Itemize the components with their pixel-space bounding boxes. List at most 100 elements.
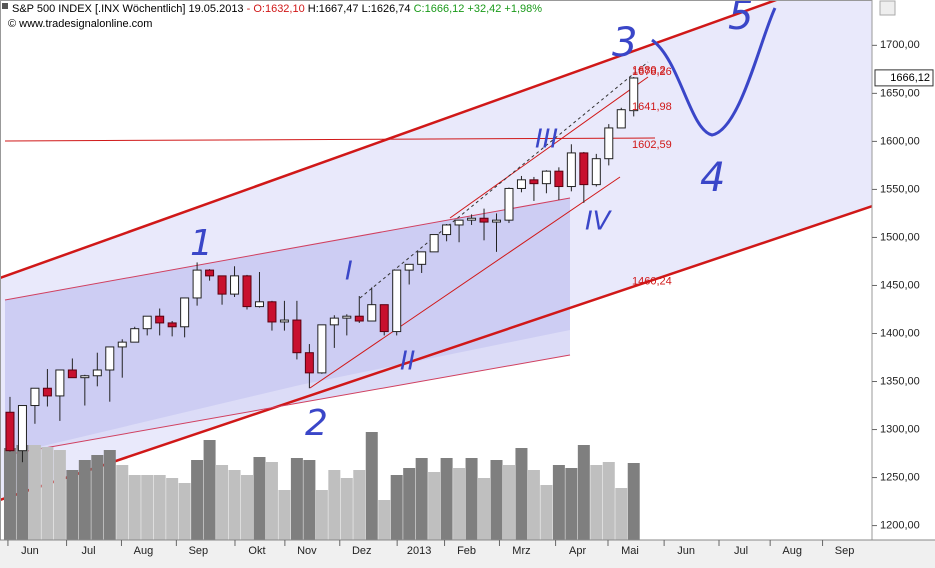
scroll-button[interactable] [879,0,896,16]
volume-bar [128,475,141,540]
volume-bar [340,478,353,540]
hand-annotation: I [345,257,353,287]
volume-bar [440,458,453,540]
candle-body [529,179,539,185]
hand-annotation: IV [585,207,613,237]
candle-body [492,219,502,223]
volume-bar [265,462,278,540]
hand-annotation: 5 [728,0,753,39]
inner-channel-core [5,198,570,455]
dashed-line [359,61,649,299]
candle-body [42,387,52,397]
candle-body [217,275,227,295]
candle-body [17,405,27,452]
channel-upper [0,0,780,280]
x-tick-label: Dez [352,545,372,557]
symbol: S&P 500 INDEX [.INX Wöchentlich] [12,3,185,15]
y-tick-label: 1550,00 [880,183,920,195]
candle-body [304,352,314,374]
candle-body [292,319,302,354]
candle-body [554,170,564,188]
inner-upper [4,197,571,301]
candle-body [479,217,489,223]
last-price-box [874,69,934,87]
x-tick-label: Mrz [512,545,530,557]
volume-bar [41,447,54,540]
hand-curve [651,7,777,137]
volume-bar [328,470,341,540]
hand-annotation: III [535,125,558,155]
volume-bar [253,457,266,540]
candle-body [5,411,15,452]
hand-annotation: 4 [700,155,725,201]
x-tick-label: 2013 [407,545,431,557]
candle-body [516,179,526,189]
candle-body [566,152,576,188]
x-tick-label: Jun [677,545,695,557]
inner-lower [4,354,571,456]
volume-bar [590,465,603,540]
candle-body [55,369,65,397]
source: © www.tradesignalonline.com [8,18,152,30]
candle-body [629,77,639,112]
volume-bar [153,475,166,540]
channel-lower [0,204,872,502]
volume-bar [278,490,291,540]
volume-bar [3,448,16,540]
volume-bar [478,478,491,540]
candle-body [579,152,589,186]
candle-body [167,322,177,328]
candle-body [329,317,339,326]
volume-bar [228,470,241,540]
y-tick-label: 1650,00 [880,87,920,99]
candle-body [30,387,40,407]
header: S&P 500 INDEX [.INX Wöchentlich] 19.05.2… [2,3,542,30]
candle-body [92,369,102,377]
x-tick-label: Jul [82,545,96,557]
volume-bar [515,448,528,540]
volume-bar [428,472,441,540]
volume-bar [565,468,578,540]
candle-body [317,324,327,374]
volume-bar [365,432,378,540]
candle-body [504,187,514,221]
volume-bar [602,462,615,540]
candle-body [404,263,414,271]
volume-bar [28,445,41,540]
volume-bar [615,488,628,540]
candle-body [616,109,626,129]
y-tick-label: 1500,00 [880,231,920,243]
y-tick-label: 1700,00 [880,39,920,51]
header-icon [2,3,8,9]
candle-body [454,219,464,226]
candle-body [417,251,427,265]
volume-bar [627,463,640,540]
candle-body [379,304,389,333]
volume-bar [390,475,403,540]
volume-bar [577,445,590,540]
candle-body [429,234,439,253]
candle-body [604,127,614,160]
candle-body [367,304,377,322]
hand-annotation: II [400,347,415,377]
candle-body [354,315,364,322]
volume-bar [527,470,540,540]
y-tick-label: 1450,00 [880,279,920,291]
x-axis-strip [0,540,935,568]
volume-bar [378,500,391,540]
volume-bar [91,455,104,540]
candle-body [67,369,77,379]
hand-annotation: 2 [305,403,328,444]
candle-body [242,275,252,308]
header-symbol: S&P 500 INDEX [.INX Wöchentlich] 19.05.2… [12,3,542,15]
date: 19.05.2013 [189,3,244,15]
volume-bar [465,458,478,540]
candle-body [230,275,240,295]
x-tick-label: Feb [457,545,476,557]
candle-body [155,315,165,324]
y-tick-label: 1600,00 [880,135,920,147]
candle-body [117,341,127,348]
volume-bar [540,485,553,540]
volume-bar [453,468,466,540]
